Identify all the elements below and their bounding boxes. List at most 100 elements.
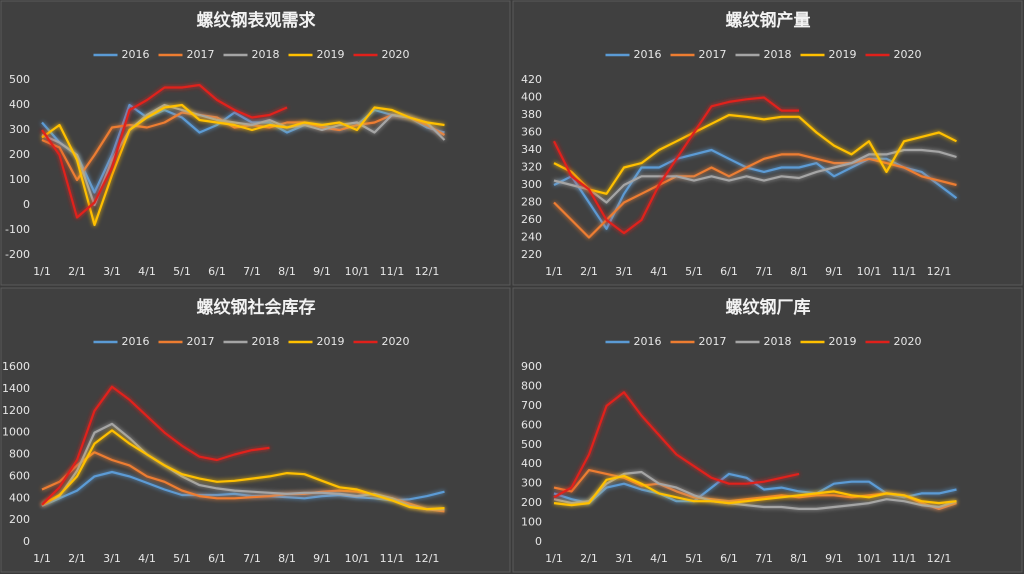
series-line: [41, 103, 445, 227]
panel: [0, 0, 511, 286]
legend-label: 2016: [634, 48, 662, 61]
x-tick-label: 3/1: [615, 552, 633, 565]
y-tick-label: 200: [9, 148, 30, 161]
x-tick-label: 1/1: [33, 265, 51, 278]
x-tick-label: 11/1: [380, 552, 405, 565]
y-tick-label: 380: [521, 108, 542, 121]
legend-label: 2017: [187, 48, 215, 61]
x-tick-label: 4/1: [650, 552, 668, 565]
x-tick-label: 6/1: [720, 265, 738, 278]
x-tick-label: 2/1: [580, 265, 598, 278]
y-tick-label: 400: [521, 457, 542, 470]
x-tick-label: 5/1: [173, 552, 191, 565]
legend-label: 2020: [382, 335, 410, 348]
x-tick-label: 11/1: [892, 265, 917, 278]
y-tick-label: 1400: [2, 382, 30, 395]
x-tick-label: 11/1: [380, 265, 405, 278]
y-tick-label: 0: [535, 535, 542, 548]
x-tick-label: 1/1: [545, 552, 563, 565]
y-tick-label: 800: [521, 379, 542, 392]
x-tick-label: 9/1: [825, 552, 843, 565]
y-tick-label: 400: [521, 91, 542, 104]
y-tick-label: 1200: [2, 404, 30, 417]
x-tick-label: 11/1: [892, 552, 917, 565]
panel: [512, 0, 1023, 286]
y-tick-label: 600: [521, 418, 542, 431]
y-tick-label: 500: [9, 73, 30, 86]
x-tick-label: 10/1: [345, 265, 370, 278]
x-tick-label: 4/1: [138, 265, 156, 278]
x-tick-label: 12/1: [927, 265, 952, 278]
y-tick-label: 280: [521, 196, 542, 209]
y-tick-label: -100: [5, 223, 30, 236]
x-tick-label: 12/1: [927, 552, 952, 565]
x-tick-label: 10/1: [857, 265, 882, 278]
x-tick-label: 4/1: [138, 552, 156, 565]
x-tick-label: 3/1: [103, 552, 121, 565]
x-tick-label: 12/1: [415, 265, 440, 278]
series-line: [41, 470, 445, 507]
y-tick-label: 300: [521, 477, 542, 490]
x-tick-label: 9/1: [313, 552, 331, 565]
legend-label: 2020: [382, 48, 410, 61]
x-tick-label: 6/1: [208, 265, 226, 278]
legend-label: 2016: [634, 335, 662, 348]
y-tick-label: 600: [9, 469, 30, 482]
x-tick-label: 7/1: [243, 552, 261, 565]
y-tick-label: 360: [521, 126, 542, 139]
x-tick-label: 10/1: [345, 552, 370, 565]
x-tick-label: 2/1: [68, 265, 86, 278]
x-tick-label: 3/1: [103, 265, 121, 278]
series-line: [553, 148, 958, 230]
y-tick-label: 100: [9, 173, 30, 186]
series-line: [553, 391, 800, 499]
y-tick-label: 240: [521, 231, 542, 244]
panel: [0, 287, 511, 573]
x-tick-label: 5/1: [173, 265, 191, 278]
chart-title: 螺纹钢产量: [726, 10, 811, 31]
x-tick-label: 7/1: [243, 265, 261, 278]
x-tick-label: 5/1: [685, 552, 703, 565]
legend-label: 2019: [317, 48, 345, 61]
y-tick-label: 0: [23, 535, 30, 548]
y-tick-label: -200: [5, 248, 30, 261]
x-tick-label: 9/1: [825, 265, 843, 278]
legend-label: 2017: [187, 335, 215, 348]
y-tick-label: 800: [9, 448, 30, 461]
y-tick-label: 900: [521, 360, 542, 373]
x-tick-label: 4/1: [650, 265, 668, 278]
y-tick-label: 320: [521, 161, 542, 174]
series-line: [41, 429, 445, 511]
legend-label: 2018: [764, 48, 792, 61]
y-tick-label: 260: [521, 213, 542, 226]
legend-label: 2017: [699, 48, 727, 61]
legend-label: 2016: [122, 335, 150, 348]
y-tick-label: 400: [9, 491, 30, 504]
x-tick-label: 3/1: [615, 265, 633, 278]
series-line: [553, 153, 957, 239]
series-line: [41, 83, 288, 219]
x-tick-label: 1/1: [545, 265, 563, 278]
x-tick-label: 12/1: [415, 552, 440, 565]
y-tick-label: 220: [521, 248, 542, 261]
y-tick-label: 500: [521, 438, 542, 451]
y-tick-label: 200: [521, 496, 542, 509]
x-tick-label: 7/1: [755, 552, 773, 565]
x-tick-label: 9/1: [313, 265, 331, 278]
chart-title: 螺纹钢社会库存: [197, 297, 316, 318]
x-tick-label: 7/1: [755, 265, 773, 278]
series-line: [41, 103, 445, 194]
legend-label: 2017: [699, 335, 727, 348]
y-tick-label: 700: [521, 399, 542, 412]
y-tick-label: 1600: [2, 360, 30, 373]
legend-label: 2018: [252, 48, 280, 61]
y-tick-label: 1000: [2, 426, 30, 439]
x-tick-label: 2/1: [580, 552, 598, 565]
y-tick-label: 340: [521, 143, 542, 156]
series-line: [553, 148, 957, 204]
y-tick-label: 400: [9, 98, 30, 111]
y-tick-label: 300: [521, 178, 542, 191]
series-line: [553, 474, 957, 507]
